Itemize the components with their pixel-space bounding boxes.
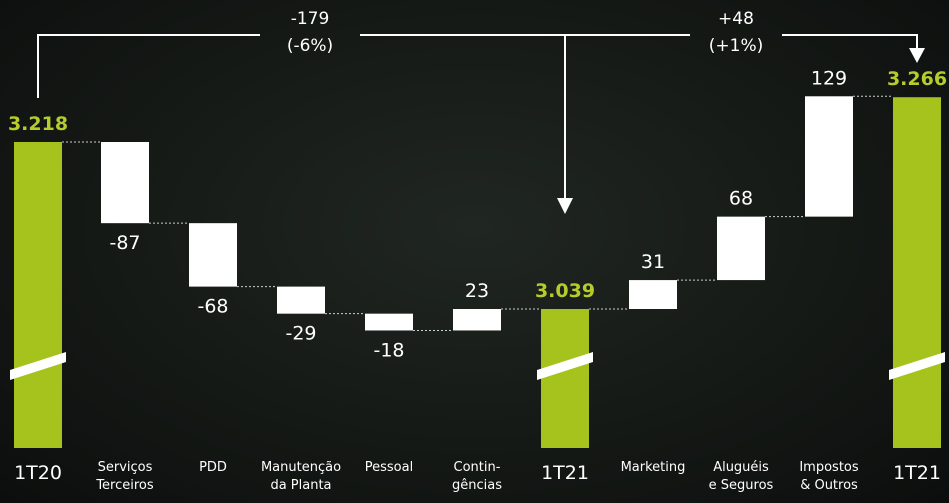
category-label-1t20: 1T20 — [14, 462, 62, 484]
bar-contingencias — [453, 309, 501, 331]
bracket-arrow-2 — [909, 48, 925, 63]
bracket-label-2-value: +48 — [718, 9, 754, 29]
bar-1t20 — [14, 142, 62, 448]
connector-lines — [62, 95, 893, 331]
category-label-1t21a: 1T21 — [541, 462, 589, 484]
bar-1t21b — [893, 97, 941, 448]
bar-impostos — [805, 96, 853, 217]
value-label-1t21a: 3.039 — [535, 280, 595, 302]
category-label-alugueis: Aluguéis — [713, 460, 769, 475]
value-label-manutencao: -29 — [285, 323, 316, 345]
value-label-impostos: 129 — [811, 67, 847, 89]
category-label-contingencias-line2: gências — [452, 478, 502, 493]
category-label-impostos: Impostos — [799, 460, 859, 475]
change-brackets: -179 (-6%) +48 (+1%) — [37, 9, 925, 214]
bar-pdd — [189, 223, 237, 287]
bracket-line-2 — [565, 34, 918, 48]
axis-break-1t20 — [10, 352, 66, 380]
category-label-impostos-line2: & Outros — [800, 478, 858, 493]
bar-marketing — [629, 280, 677, 310]
value-label-1t21b: 3.266 — [887, 68, 947, 90]
value-label-1t20: 3.218 — [8, 113, 68, 135]
bracket-arrow-1 — [557, 198, 573, 214]
value-label-contingencias: 23 — [465, 280, 489, 302]
bar-1t21a — [541, 309, 589, 448]
axis-break-marks — [10, 352, 945, 380]
axis-break-1t21b — [889, 352, 945, 380]
axis-break-1t21a — [537, 352, 593, 380]
bracket-label-2-pct: (+1%) — [709, 36, 763, 56]
bar-manutencao — [277, 286, 325, 314]
category-label-servicos: Serviços — [98, 460, 153, 475]
value-label-pessoal: -18 — [373, 339, 404, 361]
value-label-alugueis: 68 — [729, 188, 753, 210]
value-labels: 3.218 -87 -68 -29 -18 23 3.039 31 68 129 3.266 — [8, 67, 947, 361]
category-label-contingencias: Contin- — [454, 460, 501, 475]
category-label-alugueis-line2: e Seguros — [709, 478, 774, 493]
bar-servicos — [101, 142, 149, 224]
category-label-marketing: Marketing — [621, 460, 686, 475]
value-label-marketing: 31 — [641, 251, 665, 273]
category-labels: 1T20 Serviços Terceiros PDD Manutenção da Pla… — [14, 460, 941, 493]
category-label-manutencao: Manutenção — [261, 460, 341, 475]
category-label-1t21b: 1T21 — [893, 462, 941, 484]
value-label-servicos: -87 — [109, 232, 140, 254]
bar-alugueis — [717, 216, 765, 281]
bar-pessoal — [365, 313, 413, 331]
bracket-label-1-value: -179 — [291, 9, 330, 29]
category-label-pessoal: Pessoal — [365, 460, 413, 475]
category-label-servicos-line2: Terceiros — [95, 478, 154, 493]
bracket-label-1-pct: (-6%) — [287, 36, 333, 56]
value-label-pdd: -68 — [197, 296, 228, 318]
bars — [14, 96, 941, 448]
category-label-manutencao-line2: da Planta — [270, 478, 331, 493]
category-label-pdd: PDD — [199, 460, 227, 475]
